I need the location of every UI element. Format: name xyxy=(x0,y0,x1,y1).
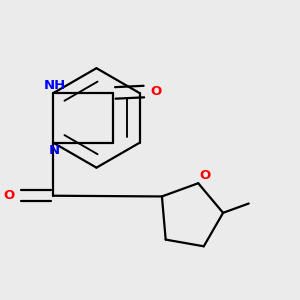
Text: O: O xyxy=(3,189,14,202)
Text: O: O xyxy=(200,169,211,182)
Text: NH: NH xyxy=(44,80,66,92)
Text: O: O xyxy=(150,85,161,98)
Text: N: N xyxy=(49,144,60,158)
